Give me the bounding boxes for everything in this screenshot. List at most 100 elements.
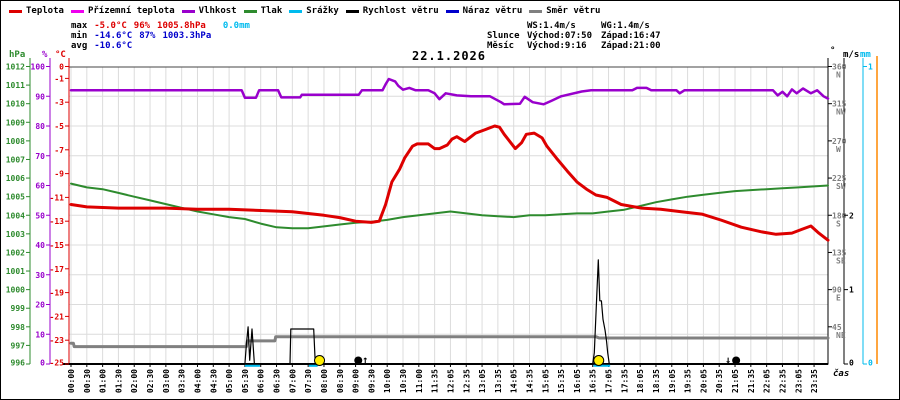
time-tick-label: 11:00 <box>415 369 424 393</box>
wind-direction-cardinal-label: E <box>836 294 841 303</box>
pressure-tick-label: 997 <box>11 341 26 350</box>
time-tick-label: 14:05 <box>510 369 519 393</box>
time-tick-label: 15:35 <box>557 369 566 393</box>
legend-item: Rychlost větru <box>345 6 439 16</box>
time-tick-label: 04:00 <box>193 369 202 393</box>
humidity-tick-label: 20 <box>35 301 45 310</box>
time-tick-label: 05:30 <box>241 369 250 393</box>
legend-label: Srážky <box>306 6 339 16</box>
time-tick-label: 07:00 <box>288 369 297 393</box>
time-tick-label: 19:05 <box>668 369 677 393</box>
temperature-tick-label: -23 <box>50 336 65 345</box>
moonset-moon-icon <box>732 356 741 365</box>
time-tick-label: 12:05 <box>446 369 455 393</box>
legend-color-marker <box>9 9 22 13</box>
legend-label: Náraz větru <box>462 6 523 16</box>
stats-value: max <box>71 21 88 31</box>
stats-value: 0.0mm <box>222 21 250 31</box>
time-tick-label: 06:30 <box>273 369 282 393</box>
temperature-tick-label: -19 <box>50 289 65 298</box>
wind-direction-cardinal-label: N <box>836 71 841 80</box>
temperature-tick-label: -17 <box>50 265 65 274</box>
time-tick-label: 08:00 <box>320 369 329 393</box>
time-tick-label: 14:35 <box>525 369 534 393</box>
temperature-tick-label: -3 <box>54 98 64 107</box>
time-tick-label: 17:35 <box>620 369 629 393</box>
humidity-axis-unit: % <box>42 50 48 60</box>
wind-direction-tick-label: 315 <box>832 100 847 109</box>
time-tick-label: 22:35 <box>778 369 787 393</box>
temperature-tick-label: -7 <box>54 146 64 155</box>
legend-color-marker <box>529 9 543 13</box>
wind-direction-cardinal-label: SE <box>836 256 846 265</box>
moonset-arrow-icon: ↓ <box>725 355 731 366</box>
legend-color-marker <box>445 9 459 13</box>
legend-item: Teplota <box>9 6 64 16</box>
temperature-tick-label: -11 <box>50 193 65 202</box>
stats-row: max -5.0°C 96% 1005.8hPa 0.0mm <box>71 21 257 31</box>
time-tick-label: 10:30 <box>399 369 408 393</box>
legend-color-marker <box>345 9 359 13</box>
time-tick-label: 08:30 <box>336 369 345 393</box>
series-vlhkost <box>69 77 830 106</box>
time-tick-label: 01:00 <box>99 369 108 393</box>
precip-axis-unit: mm <box>860 50 871 60</box>
pressure-tick-label: 1007 <box>6 155 25 164</box>
wind-direction-cardinal-label: S <box>836 219 841 228</box>
pressure-tick-label: 1002 <box>6 248 25 257</box>
astro-cell: WS:1.4m/s <box>527 21 576 31</box>
time-tick-label: 11:35 <box>431 369 440 393</box>
humidity-tick-label: 40 <box>35 241 45 250</box>
legend-item: Vlhkost <box>181 6 237 16</box>
stats-value: -14.6°C <box>94 31 133 41</box>
chart-legend: Teplota Přízemní teplota Vlhkost Tlak Srážky… <box>9 6 600 16</box>
temperature-tick-label: -13 <box>50 217 65 226</box>
x-axis-label: čas <box>833 369 850 379</box>
time-tick-label: 02:00 <box>130 369 139 393</box>
wind-sun-moon-block: WS:1.4m/s WG:1.4m/s Slunce Východ:07:50 Zápa… <box>487 21 671 51</box>
pressure-tick-label: 1005 <box>6 193 25 202</box>
wind-direction-tick-label: 270 <box>832 137 847 146</box>
time-tick-label: 07:30 <box>304 369 313 393</box>
pressure-tick-label: 999 <box>11 304 26 313</box>
wind-speed-axis-unit: m/s <box>843 50 859 60</box>
legend-color-marker <box>243 9 257 13</box>
time-tick-label: 16:05 <box>573 369 582 393</box>
legend-label: Přízemní teplota <box>87 6 175 16</box>
temperature-tick-label: -5 <box>54 122 64 131</box>
time-tick-label: 04:30 <box>209 369 218 393</box>
precip-tick-label: 0 <box>868 359 873 368</box>
legend-item: Směr větru <box>529 6 600 16</box>
time-tick-label: 20:35 <box>715 369 724 393</box>
sunrise-sun-icon <box>314 355 326 366</box>
time-tick-label: 13:05 <box>478 369 487 393</box>
time-tick-label: 01:30 <box>114 369 123 393</box>
wind-speed-tick-label: 2 <box>849 211 854 220</box>
series-tlak <box>70 182 829 230</box>
stats-value: 87% <box>139 31 156 41</box>
wind-speed-tick-label: 0 <box>849 359 854 368</box>
time-tick-label: 21:35 <box>747 369 756 393</box>
pressure-axis-unit: hPa <box>9 50 25 60</box>
time-tick-label: 09:30 <box>367 369 376 393</box>
wind-direction-tick-label: 45 <box>832 323 842 332</box>
legend-color-marker <box>289 9 303 13</box>
wind-direction-tick-label: 180 <box>832 211 847 220</box>
time-tick-label: 16:35 <box>589 369 598 393</box>
pressure-tick-label: 1011 <box>6 81 25 90</box>
legend-label: Vlhkost <box>198 6 237 16</box>
legend-label: Tlak <box>260 6 283 16</box>
wind-direction-cardinal-label: SW <box>836 182 846 191</box>
stats-value: min <box>71 31 88 41</box>
time-tick-label: 19:35 <box>684 369 693 393</box>
temperature-axis-unit: °C <box>55 50 66 60</box>
stats-row: avg -10.6°C <box>71 41 257 51</box>
pressure-tick-label: 1010 <box>6 100 25 109</box>
time-tick-label: 12:35 <box>462 369 471 393</box>
time-tick-label: 06:00 <box>257 369 266 393</box>
humidity-tick-label: 10 <box>35 330 45 339</box>
series-rychlost_vetru <box>70 259 829 365</box>
time-tick-label: 05:00 <box>225 369 234 393</box>
time-tick-label: 23:05 <box>794 369 803 393</box>
